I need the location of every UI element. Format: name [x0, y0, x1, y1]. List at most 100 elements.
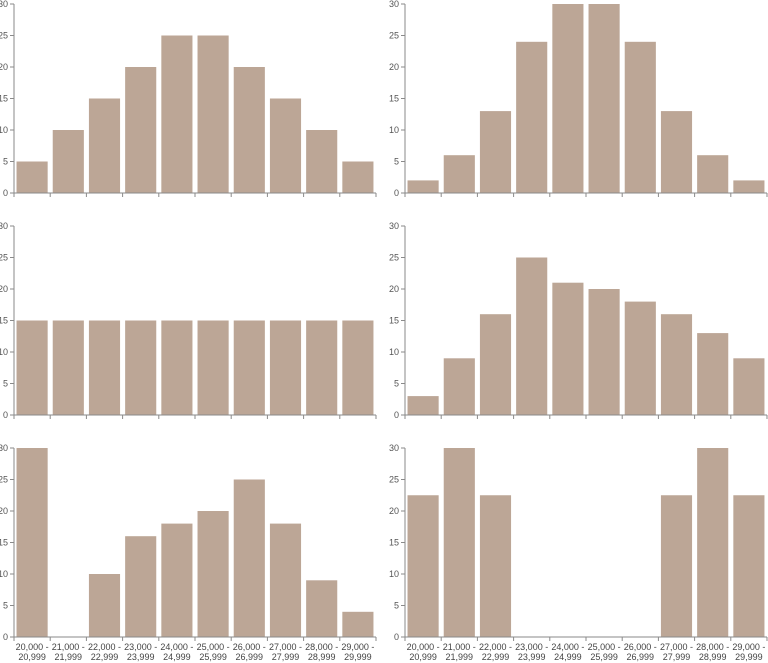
bar-10 — [733, 358, 765, 415]
bar-1 — [407, 396, 439, 415]
category-label: 22,000 -22,999 — [479, 642, 512, 662]
category-label: 25,000 -25,999 — [588, 642, 621, 662]
bar-5 — [161, 35, 193, 193]
bar-9 — [697, 333, 729, 415]
y-tick-label: 15 — [0, 316, 8, 326]
bar-1 — [16, 448, 48, 637]
bar-1 — [407, 495, 439, 637]
y-tick-label: 25 — [0, 475, 8, 485]
bar-1 — [407, 180, 439, 193]
y-tick-label: 0 — [394, 188, 399, 198]
bar-5 — [552, 4, 584, 193]
bar-9 — [306, 320, 338, 415]
bar-4 — [516, 257, 548, 415]
y-tick-label: 30 — [389, 0, 399, 9]
y-tick-label: 10 — [0, 569, 8, 579]
bar-10 — [733, 495, 765, 637]
bar-9 — [306, 130, 338, 193]
y-tick-label: 15 — [0, 538, 8, 548]
category-label: 27,000 -27,999 — [269, 642, 302, 662]
bar-2 — [443, 155, 475, 193]
bar-1 — [16, 161, 48, 193]
bar-6 — [197, 35, 229, 193]
bar-chart-4: 0 5 10 15 20 25 30 — [389, 221, 768, 420]
y-tick-label: 5 — [3, 601, 8, 611]
bar-6 — [588, 4, 620, 193]
bar-5 — [552, 282, 584, 415]
category-label: 20,000 -20,999 — [16, 642, 49, 662]
bar-chart-1: 0 5 10 15 20 25 30 — [0, 0, 377, 198]
y-tick-label: 30 — [389, 443, 399, 453]
bar-9 — [697, 155, 729, 193]
category-label: 21,000 -21,999 — [443, 642, 476, 662]
bar-chart-2: 0 5 10 15 20 25 30 — [389, 0, 768, 198]
category-label: 21,000 -21,999 — [52, 642, 85, 662]
bar-7 — [624, 41, 656, 193]
y-tick-label: 5 — [3, 157, 8, 167]
bar-8 — [660, 495, 693, 637]
y-tick-label: 15 — [389, 538, 399, 548]
bar-8 — [660, 111, 693, 193]
y-tick-label: 30 — [0, 221, 8, 231]
y-tick-label: 30 — [0, 443, 8, 453]
bar-5 — [161, 523, 193, 637]
bar-1 — [16, 320, 48, 415]
y-tick-label: 0 — [394, 632, 399, 642]
y-tick-label: 10 — [389, 347, 399, 357]
y-tick-label: 30 — [389, 221, 399, 231]
bar-4 — [125, 536, 157, 637]
category-label: 28,000 -28,999 — [305, 642, 338, 662]
bar-chart-3: 0 5 10 15 20 25 30 — [0, 221, 377, 420]
y-tick-label: 15 — [0, 94, 8, 104]
y-tick-label: 25 — [389, 31, 399, 41]
bar-4 — [125, 320, 157, 415]
bar-2 — [52, 130, 84, 193]
bar-6 — [588, 289, 620, 415]
y-tick-label: 5 — [3, 379, 8, 389]
category-label: 20,000 -20,999 — [407, 642, 440, 662]
bar-3 — [479, 495, 512, 637]
bar-10 — [342, 161, 374, 193]
y-tick-label: 30 — [0, 0, 8, 9]
y-tick-label: 20 — [0, 62, 8, 72]
y-tick-label: 15 — [389, 94, 399, 104]
y-tick-label: 10 — [389, 569, 399, 579]
bar-6 — [197, 511, 229, 637]
y-tick-label: 25 — [389, 475, 399, 485]
y-tick-label: 20 — [389, 284, 399, 294]
y-tick-label: 0 — [394, 410, 399, 420]
bar-10 — [342, 611, 374, 637]
bar-8 — [269, 523, 302, 637]
bar-7 — [233, 67, 265, 193]
y-tick-label: 10 — [0, 125, 8, 135]
category-label: 29,000 -29,999 — [341, 642, 374, 662]
y-tick-label: 25 — [0, 31, 8, 41]
bar-2 — [443, 448, 475, 637]
category-label: 28,000 -28,999 — [696, 642, 729, 662]
y-tick-label: 10 — [389, 125, 399, 135]
bar-10 — [733, 180, 765, 193]
bar-7 — [233, 320, 265, 415]
bar-9 — [697, 448, 729, 637]
category-label: 26,000 -26,999 — [624, 642, 657, 662]
category-label: 24,000 -24,999 — [551, 642, 584, 662]
bar-8 — [269, 98, 302, 193]
bar-8 — [269, 320, 302, 415]
category-label: 27,000 -27,999 — [660, 642, 693, 662]
bar-3 — [88, 98, 121, 193]
y-tick-label: 25 — [0, 253, 8, 263]
bar-3 — [479, 111, 512, 193]
category-label: 29,000 -29,999 — [732, 642, 765, 662]
y-tick-label: 20 — [0, 506, 8, 516]
y-tick-label: 0 — [3, 188, 8, 198]
category-label: 25,000 -25,999 — [197, 642, 230, 662]
bar-8 — [660, 314, 693, 415]
y-tick-label: 20 — [389, 506, 399, 516]
y-tick-label: 5 — [394, 379, 399, 389]
bar-3 — [88, 574, 121, 637]
y-tick-label: 20 — [0, 284, 8, 294]
y-tick-label: 5 — [394, 601, 399, 611]
bar-3 — [88, 320, 121, 415]
